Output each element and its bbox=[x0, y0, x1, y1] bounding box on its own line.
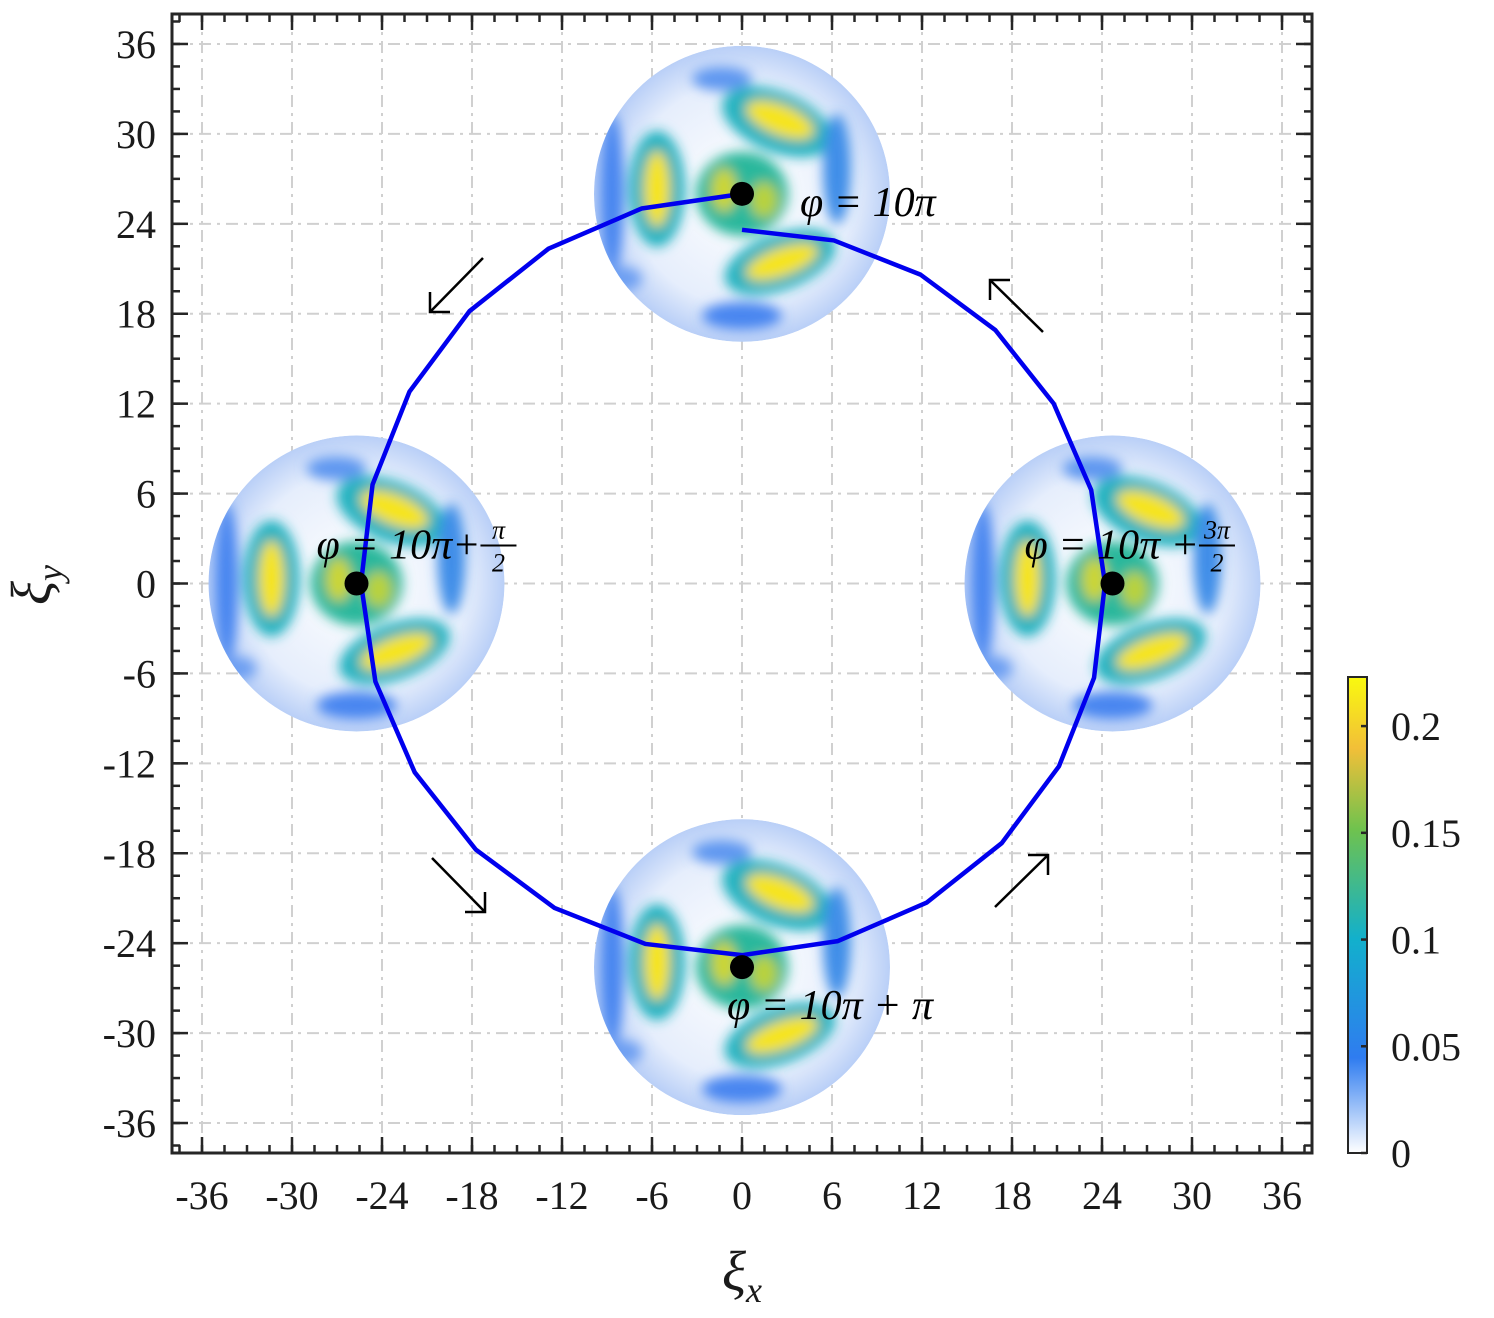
y-axis-symbol: ξ bbox=[1, 581, 63, 605]
x-tick-label: -6 bbox=[635, 1173, 668, 1218]
y-tick-label: 12 bbox=[116, 382, 156, 427]
y-tick-label: 30 bbox=[116, 112, 156, 157]
point-label: φ = 10π + π bbox=[727, 983, 934, 1029]
y-tick-label: 36 bbox=[116, 22, 156, 67]
x-tick-label: 0 bbox=[732, 1173, 752, 1218]
direction-arrows bbox=[428, 257, 1050, 914]
point bbox=[730, 955, 754, 980]
x-tick-label: -36 bbox=[175, 1173, 228, 1218]
arrow bbox=[431, 857, 487, 914]
y-tick-label: -24 bbox=[103, 921, 156, 966]
point bbox=[1100, 571, 1125, 596]
colorbar-tick-label: 0.15 bbox=[1391, 811, 1461, 856]
arrow bbox=[988, 278, 1044, 333]
x-tick-label: -24 bbox=[355, 1173, 408, 1218]
point-label: φ = 10π bbox=[800, 180, 937, 226]
x-axis-subscript: x bbox=[745, 1270, 762, 1310]
y-tick-label: -36 bbox=[103, 1101, 156, 1146]
fraction-numerator: π bbox=[492, 516, 506, 545]
y-tick-label: -12 bbox=[103, 741, 156, 786]
y-axis-subscript: y bbox=[30, 565, 70, 584]
arrow bbox=[994, 853, 1050, 908]
point bbox=[344, 571, 369, 596]
x-tick-label: -12 bbox=[535, 1173, 588, 1218]
colorbar-tick-label: 0 bbox=[1391, 1131, 1411, 1176]
colorbar: 0 0.05 0.1 0.15 0.2 bbox=[1347, 676, 1461, 1176]
x-tick-label: 36 bbox=[1262, 1173, 1302, 1218]
y-tick-label: -18 bbox=[103, 831, 156, 876]
fraction-numerator: 3π bbox=[1203, 516, 1231, 545]
y-tick-label: 18 bbox=[116, 292, 156, 337]
colorbar-tick-label: 0.2 bbox=[1391, 704, 1441, 749]
y-tick-label: -30 bbox=[103, 1011, 156, 1056]
point bbox=[730, 181, 754, 206]
x-axis-label: ξx bbox=[722, 1241, 762, 1310]
point-label: φ = 10π+ bbox=[317, 523, 481, 569]
colorbar-scale bbox=[1347, 676, 1368, 1154]
y-tick-label: -6 bbox=[123, 651, 156, 696]
frame bbox=[170, 12, 1314, 1155]
x-tick-label: 18 bbox=[992, 1173, 1032, 1218]
y-tick-label: 24 bbox=[116, 202, 156, 247]
x-tick-label: -18 bbox=[445, 1173, 498, 1218]
x-tick-label: 6 bbox=[822, 1173, 842, 1218]
colorbar-tick-label: 0.1 bbox=[1391, 918, 1441, 963]
points: φ = 10π φ = 10π+ π 2 φ = 10π + π φ = 10π + 3π… bbox=[317, 180, 1235, 1029]
x-axis-symbol: ξ bbox=[722, 1241, 746, 1303]
y-axis-label: ξy bbox=[1, 565, 70, 605]
x-tick-label: 30 bbox=[1172, 1173, 1212, 1218]
fraction-denominator: 2 bbox=[492, 549, 505, 578]
point-label: φ = 10π + bbox=[1025, 523, 1199, 569]
colorbar-tick-label: 0.05 bbox=[1391, 1024, 1461, 1069]
x-tick-label: 12 bbox=[902, 1173, 942, 1218]
fraction-denominator: 2 bbox=[1210, 549, 1223, 578]
x-tick-label: 24 bbox=[1082, 1173, 1122, 1218]
arrow bbox=[428, 257, 484, 314]
x-tick-label: -30 bbox=[265, 1173, 318, 1218]
y-tick-label: 6 bbox=[136, 472, 156, 517]
y-tick-label: 0 bbox=[136, 562, 156, 607]
